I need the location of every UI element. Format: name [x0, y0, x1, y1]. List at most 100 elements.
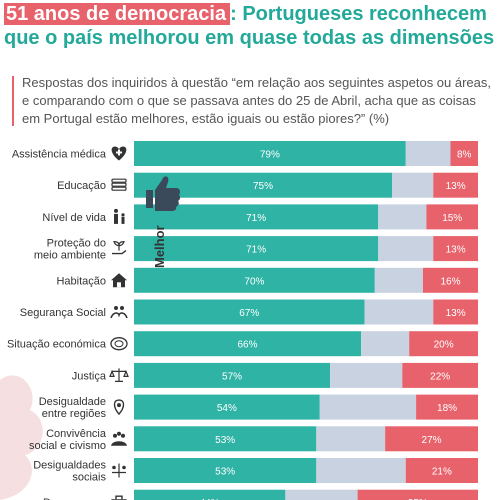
category-label: entre regiões [42, 408, 107, 420]
people-group-icon [111, 431, 127, 446]
bar-better [134, 141, 406, 166]
bar-same [316, 458, 406, 483]
bar-worse [433, 236, 478, 262]
chart-subtitle: Respostas dos inquiridos à questão “em r… [22, 75, 492, 126]
bar-same [364, 299, 434, 325]
bar-worse [405, 458, 478, 483]
value-label-worse: 18% [437, 403, 457, 414]
chart-row: 44% 35% Desemprego [43, 489, 478, 500]
value-label-better: 79% [260, 150, 280, 161]
title-highlight: 51 anos de democracia [4, 3, 231, 25]
value-label-worse: 22% [430, 371, 450, 382]
bar-better [134, 267, 375, 293]
value-label-better: 71% [246, 245, 266, 256]
category-label: Desigualdades [33, 460, 106, 472]
category-label: Desemprego [43, 497, 106, 500]
bar-worse [409, 331, 478, 357]
bar-same [378, 236, 434, 262]
bar-better [134, 331, 362, 357]
value-label-worse: 16% [440, 276, 460, 287]
bar-better [134, 458, 317, 483]
category-label: Segurança Social [20, 307, 106, 319]
chart-row: 66% 20% Situação económica [7, 331, 478, 357]
chart-row: 71% 15% Nível de vida [42, 204, 478, 230]
category-label: Habitação [56, 275, 106, 287]
value-label-better: 53% [215, 435, 235, 446]
category-label: Situação económica [7, 339, 107, 351]
thumbs-up-icon [146, 176, 181, 211]
category-label: Justiça [72, 370, 107, 382]
bar-same [361, 331, 410, 357]
chart-title: 51 anos de democracia: Portugueses recon… [4, 2, 498, 50]
bar-same [374, 267, 423, 293]
books-icon [111, 178, 127, 191]
value-label-better: 53% [215, 467, 235, 478]
value-label-better: 44% [200, 498, 220, 500]
value-label-worse: 35% [408, 498, 428, 500]
bar-better [134, 426, 317, 452]
melhor-badge: Melhor [146, 176, 181, 268]
bar-better [134, 236, 379, 262]
value-label-better: 75% [253, 181, 273, 192]
value-label-better: 54% [217, 403, 237, 414]
value-label-worse: 8% [457, 150, 472, 161]
coins-icon [110, 337, 128, 351]
value-label-worse: 15% [442, 213, 462, 224]
bar-worse [357, 489, 478, 500]
bar-same [378, 204, 427, 230]
value-label-worse: 13% [446, 308, 466, 319]
bar-worse [450, 141, 478, 166]
family-icon [114, 208, 125, 224]
chart-row: 57% 22% Justiça [72, 362, 478, 388]
plant-hand-icon [112, 240, 127, 255]
location-pin-icon [113, 399, 125, 416]
bar-worse [416, 394, 478, 420]
bar-worse [402, 362, 478, 388]
bar-worse [433, 299, 478, 325]
value-label-worse: 21% [432, 467, 452, 478]
bar-worse [426, 204, 478, 230]
bar-better [134, 299, 365, 325]
medical-cross-icon [111, 146, 127, 161]
bar-same [285, 489, 358, 500]
category-label: Assistência médica [12, 149, 107, 161]
house-icon [111, 273, 127, 288]
subtitle-rule [12, 76, 14, 126]
value-label-worse: 27% [422, 435, 442, 446]
category-label: Desigualdade [39, 396, 106, 408]
bar-better [134, 362, 331, 388]
bar-same [405, 141, 451, 166]
value-label-worse: 13% [446, 181, 466, 192]
category-label: Convivência [46, 428, 107, 440]
category-label: Nível de vida [42, 212, 106, 224]
bar-worse [433, 172, 478, 198]
background-decoration [0, 375, 43, 500]
bar-same [316, 426, 386, 452]
category-label: social e civismo [29, 440, 106, 452]
bar-better [134, 489, 286, 500]
value-label-better: 67% [239, 308, 259, 319]
category-label: Educação [57, 180, 106, 192]
chart-row: 70% 16% Habitação [56, 267, 478, 293]
value-label-better: 57% [222, 371, 242, 382]
value-label-worse: 20% [434, 340, 454, 351]
value-label-better: 66% [238, 340, 258, 351]
value-label-worse: 13% [446, 245, 466, 256]
bar-better [134, 394, 320, 420]
bar-worse [422, 267, 478, 293]
title-rest: : Portugueses reconhecem que o país melh… [4, 3, 495, 49]
category-label: sociais [72, 472, 106, 484]
bar-same [330, 362, 403, 388]
briefcase-icon [111, 495, 127, 500]
melhor-label: Melhor [152, 225, 167, 268]
scales-icon [109, 368, 129, 382]
chart-row: 67% 13% Segurança Social [20, 299, 478, 325]
value-label-better: 71% [246, 213, 266, 224]
bar-same [392, 172, 434, 198]
category-label: Proteção do [47, 238, 106, 250]
